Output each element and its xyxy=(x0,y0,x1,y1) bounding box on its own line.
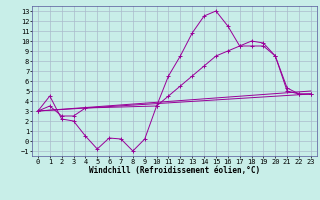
X-axis label: Windchill (Refroidissement éolien,°C): Windchill (Refroidissement éolien,°C) xyxy=(89,166,260,175)
